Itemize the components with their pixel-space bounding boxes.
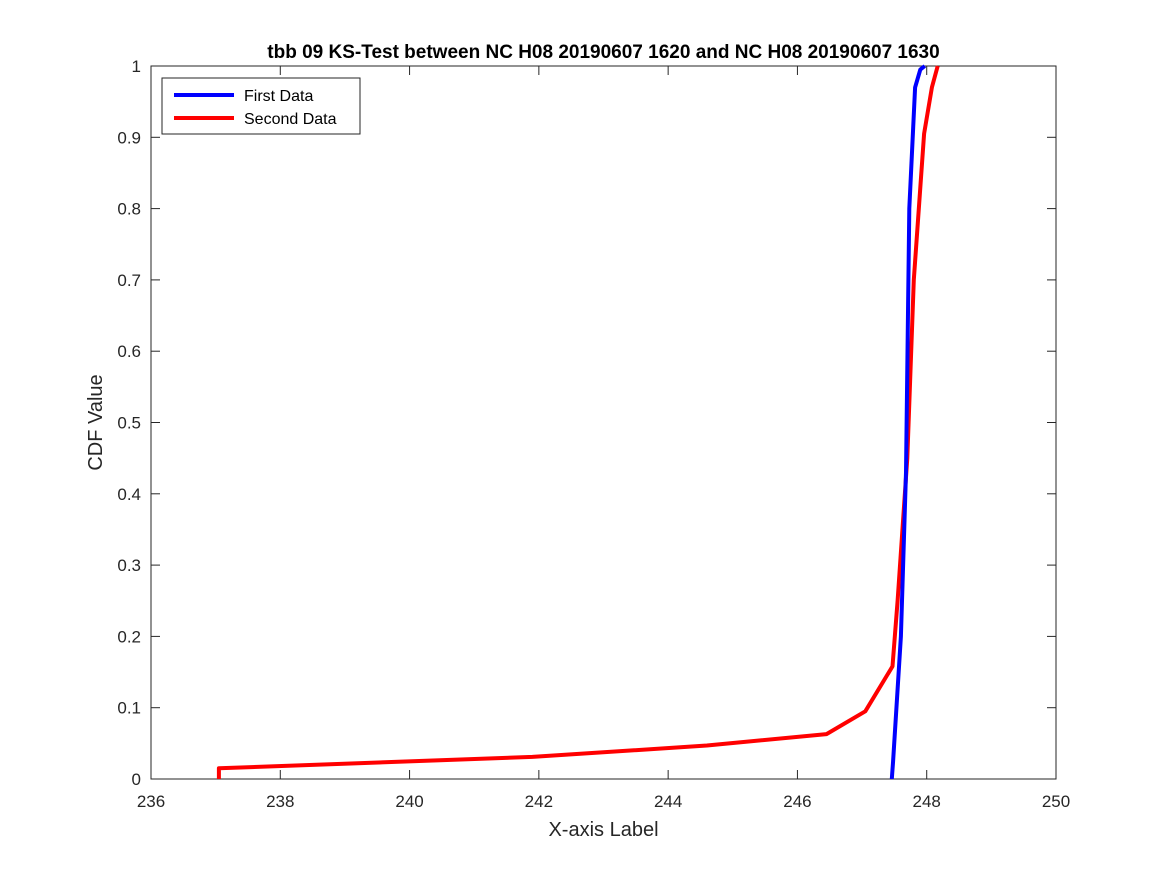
y-tick-label: 0.1 [117, 699, 141, 718]
y-tick-label: 0.9 [117, 128, 141, 147]
y-tick-label: 0.8 [117, 200, 141, 219]
legend-box [161, 77, 361, 135]
x-axis-label: X-axis Label [548, 819, 658, 841]
y-tick-label: 0.6 [117, 342, 141, 361]
legend: First Data Second Data [161, 77, 361, 135]
y-tick-label: 0.2 [117, 627, 141, 646]
y-axis-label: CDF Value [85, 374, 107, 470]
x-tick-label: 248 [913, 792, 941, 811]
series-line-1 [216, 65, 940, 779]
ticks-layer: 236 238 240 242 244 246 248 250 0 0.1 0.2 0.3 0.4 0.5… [117, 57, 1070, 811]
legend-label-0: First Data [244, 88, 313, 105]
x-tick-label: 250 [1042, 792, 1070, 811]
x-tick-label: 236 [137, 792, 165, 811]
y-tick-label: 0.7 [117, 271, 141, 290]
y-tick-label: 1 [132, 57, 141, 76]
x-tick-label: 238 [266, 792, 294, 811]
series-layer [216, 64, 940, 780]
y-tick-label: 0.4 [117, 485, 141, 504]
x-tick-label: 244 [654, 792, 682, 811]
series-line-0 [889, 64, 927, 780]
legend-label-1: Second Data [244, 111, 337, 128]
y-tick-label: 0.5 [117, 414, 141, 433]
x-tick-label: 240 [395, 792, 423, 811]
chart-title: tbb 09 KS-Test between NC H08 20190607 1… [267, 42, 939, 63]
x-tick-label: 242 [525, 792, 553, 811]
x-tick-label: 246 [783, 792, 811, 811]
y-tick-label: 0 [132, 770, 141, 789]
y-tick-label: 0.3 [117, 556, 141, 575]
